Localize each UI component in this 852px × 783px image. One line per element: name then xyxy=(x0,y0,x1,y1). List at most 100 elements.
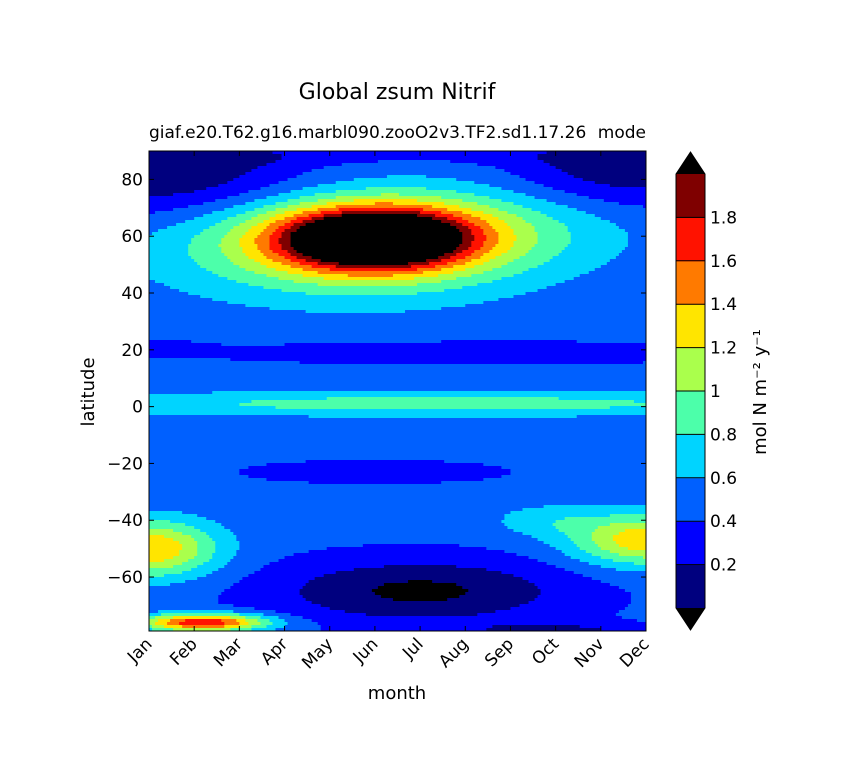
contour-cell xyxy=(200,295,515,299)
contour-cell xyxy=(317,184,490,188)
contour-cell xyxy=(570,538,593,542)
contour-cell xyxy=(236,214,259,218)
contour-cell xyxy=(224,253,246,257)
contour-cell xyxy=(522,217,554,221)
contour-cell xyxy=(149,424,646,428)
y-axis-label: latitude xyxy=(78,357,99,426)
contour-cell xyxy=(474,238,487,242)
contour-cell xyxy=(444,460,646,464)
contour-cell xyxy=(188,244,219,248)
contour-cell xyxy=(281,262,301,266)
contour-cell xyxy=(585,550,611,554)
contour-cell xyxy=(269,562,548,566)
contour-cell xyxy=(495,229,515,233)
contour-cell xyxy=(453,214,472,218)
contour-cell xyxy=(149,601,219,605)
contour-cell xyxy=(212,571,256,575)
contour-cell xyxy=(453,271,484,275)
contour-cell xyxy=(465,592,542,596)
colorbar-bin xyxy=(676,477,705,522)
contour-cell xyxy=(188,292,307,296)
contour-cell xyxy=(149,343,222,347)
contour-cell xyxy=(483,232,500,236)
contour-cell xyxy=(149,568,192,572)
contour-cell xyxy=(149,220,186,224)
contour-cell xyxy=(302,595,382,599)
contour-cell xyxy=(600,265,646,269)
contour-cell xyxy=(441,307,646,311)
contour-cell xyxy=(287,178,355,182)
contour-cell xyxy=(278,559,539,563)
contour-cell xyxy=(278,238,292,242)
contour-cell xyxy=(149,490,646,494)
contour-cell xyxy=(149,199,216,203)
contour-cell xyxy=(621,616,646,620)
contour-cell xyxy=(558,253,620,257)
contour-cell xyxy=(278,193,316,197)
contour-cell xyxy=(483,253,503,257)
contour-cell xyxy=(149,151,274,155)
contour-cell xyxy=(149,301,228,305)
contour-cell xyxy=(149,499,646,503)
contour-cell xyxy=(209,226,234,230)
contour-cell xyxy=(149,322,646,326)
contour-cell xyxy=(149,397,328,401)
contour-cell xyxy=(149,367,646,371)
contour-cell xyxy=(221,619,237,623)
contour-cell xyxy=(426,175,521,179)
contour-cell xyxy=(212,211,246,215)
contour-cell xyxy=(149,181,228,185)
contour-cell xyxy=(528,268,596,272)
contour-cell xyxy=(254,208,277,212)
contour-cell xyxy=(552,187,646,191)
contour-cell xyxy=(510,226,536,230)
colorbar-tick-label: 0.2 xyxy=(710,556,737,576)
contour-cell xyxy=(549,259,611,263)
contour-cell xyxy=(305,310,406,314)
contour-cell xyxy=(149,541,180,545)
contour-cell xyxy=(609,550,646,554)
contour-cell xyxy=(149,358,231,362)
contour-cell xyxy=(618,544,646,548)
contour-cell xyxy=(471,244,484,248)
contour-cell xyxy=(471,208,500,212)
contour-cell xyxy=(579,625,646,629)
contour-cell xyxy=(507,262,545,266)
contour-cell xyxy=(296,250,454,254)
contour-cell xyxy=(212,538,237,542)
contour-cell xyxy=(149,484,646,488)
contour-cell xyxy=(462,211,484,215)
contour-cell xyxy=(383,565,457,569)
contour-cell xyxy=(185,619,222,623)
contour-cell xyxy=(149,406,277,410)
contour-cell xyxy=(155,616,174,620)
contour-cell xyxy=(149,598,219,602)
contour-cell xyxy=(435,265,454,269)
contour-cell xyxy=(230,586,304,590)
chart-subtitle-right: mode xyxy=(598,123,646,143)
contour-cell xyxy=(290,226,301,230)
contour-cell xyxy=(227,217,253,221)
contour-cell xyxy=(149,280,156,284)
contour-cell xyxy=(543,262,608,266)
contour-cell xyxy=(203,214,237,218)
contour-cell xyxy=(591,553,620,557)
contour-cell xyxy=(218,598,307,602)
contour-cell xyxy=(513,190,566,194)
contour-cell xyxy=(618,586,646,590)
x-tick-label: Aug xyxy=(435,634,473,672)
contour-cell xyxy=(326,397,560,401)
x-tick-label: Nov xyxy=(571,634,609,672)
contour-cell xyxy=(399,193,475,197)
contour-cell xyxy=(245,304,466,308)
y-tick-label: −60 xyxy=(107,568,143,588)
contour-cell xyxy=(248,283,319,287)
contour-cell xyxy=(531,535,569,539)
contour-cell xyxy=(510,607,626,611)
contour-cell xyxy=(257,166,325,170)
contour-cell xyxy=(585,211,646,215)
contour-cell xyxy=(492,214,518,218)
contour-cell xyxy=(149,226,168,230)
contour-cell xyxy=(185,580,240,584)
contour-cell xyxy=(474,265,503,269)
